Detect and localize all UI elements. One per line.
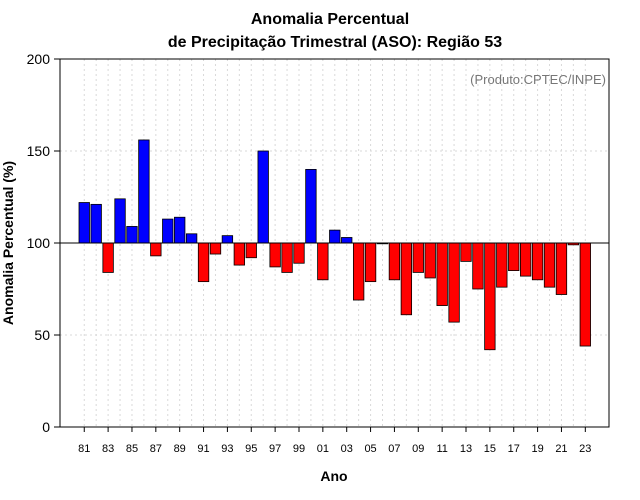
x-tick-label: 09 [412,443,424,455]
x-tick-label: 01 [317,443,329,455]
bar-19 [531,242,544,281]
chart-subtitle: de Precipitação Trimestral (ASO): Região… [168,34,502,51]
bar-15 [484,242,496,351]
bar-86 [138,139,150,244]
bar-23 [579,242,591,347]
x-tick-label: 07 [388,443,400,455]
x-tick-label: 05 [364,443,376,455]
bar-91 [197,242,210,283]
grid [60,59,609,427]
bar-99 [293,242,305,264]
bar-88 [162,218,174,244]
bar-85 [126,226,138,244]
bar-20 [543,242,556,288]
x-tick-label: 21 [555,443,567,455]
bar-98 [281,242,293,273]
bar-87 [150,242,162,257]
bar-21 [555,242,568,295]
bar-08 [400,242,413,316]
bar-00 [305,168,317,244]
bar-81 [78,202,90,244]
x-axis: 81 83 85 87 89 91 93 95 97 99 01 03 05 07 09 11 13 15 17 19… [78,427,591,455]
bar-05 [364,242,377,283]
bar-93 [221,235,234,244]
bars [78,139,591,351]
x-tick-label: 19 [531,443,543,455]
bar-90 [185,233,198,244]
bar-97 [269,242,281,268]
x-tick-label: 87 [150,443,162,455]
bar-16 [496,242,508,288]
y-tick-label: 100 [27,235,51,251]
y-axis: 0 50 100 150 200 [27,51,60,435]
x-tick-label: 97 [269,443,281,455]
x-tick-label: 11 [436,443,447,455]
y-tick-label: 200 [27,51,51,67]
bar-82 [90,203,102,244]
bar-02 [329,229,341,244]
bar-10 [424,242,436,279]
bar-89 [174,216,186,244]
bar-95 [245,242,257,259]
bar-04 [352,242,365,301]
bar-09 [412,242,424,273]
y-tick-label: 150 [27,143,51,159]
bar-07 [388,242,401,281]
x-tick-label: 89 [174,443,186,455]
x-tick-label: 81 [78,443,90,455]
x-tick-label: 91 [197,443,209,455]
x-tick-label: 85 [126,443,138,455]
chart-title: Anomalia Percentual [251,11,409,28]
bar-83 [102,242,114,273]
x-tick-label: 17 [508,443,520,455]
x-tick-label: 93 [221,443,233,455]
x-axis-label: Ano [320,468,347,484]
bar-96 [257,150,269,244]
credit-text: (Produto:CPTEC/INPE) [470,72,606,87]
bar-94 [233,242,245,266]
x-tick-label: 83 [102,443,114,455]
bar-14 [472,242,484,290]
bar-18 [520,242,532,277]
x-tick-label: 03 [341,443,353,455]
bar-92 [209,242,222,255]
x-tick-label: 15 [484,443,496,455]
y-axis-label: Anomalia Percentual (%) [0,161,16,325]
bar-03 [341,237,353,244]
y-tick-label: 50 [34,327,50,343]
x-tick-label: 13 [460,443,472,455]
x-tick-label: 99 [293,443,305,455]
bar-12 [448,242,460,323]
bar-84 [114,198,126,244]
bar-17 [508,242,520,272]
bar-11 [436,242,448,306]
x-tick-label: 23 [579,443,591,455]
x-tick-label: 95 [245,443,257,455]
y-tick-label: 0 [42,419,50,435]
bar-01 [317,242,329,281]
bar-13 [460,242,472,262]
